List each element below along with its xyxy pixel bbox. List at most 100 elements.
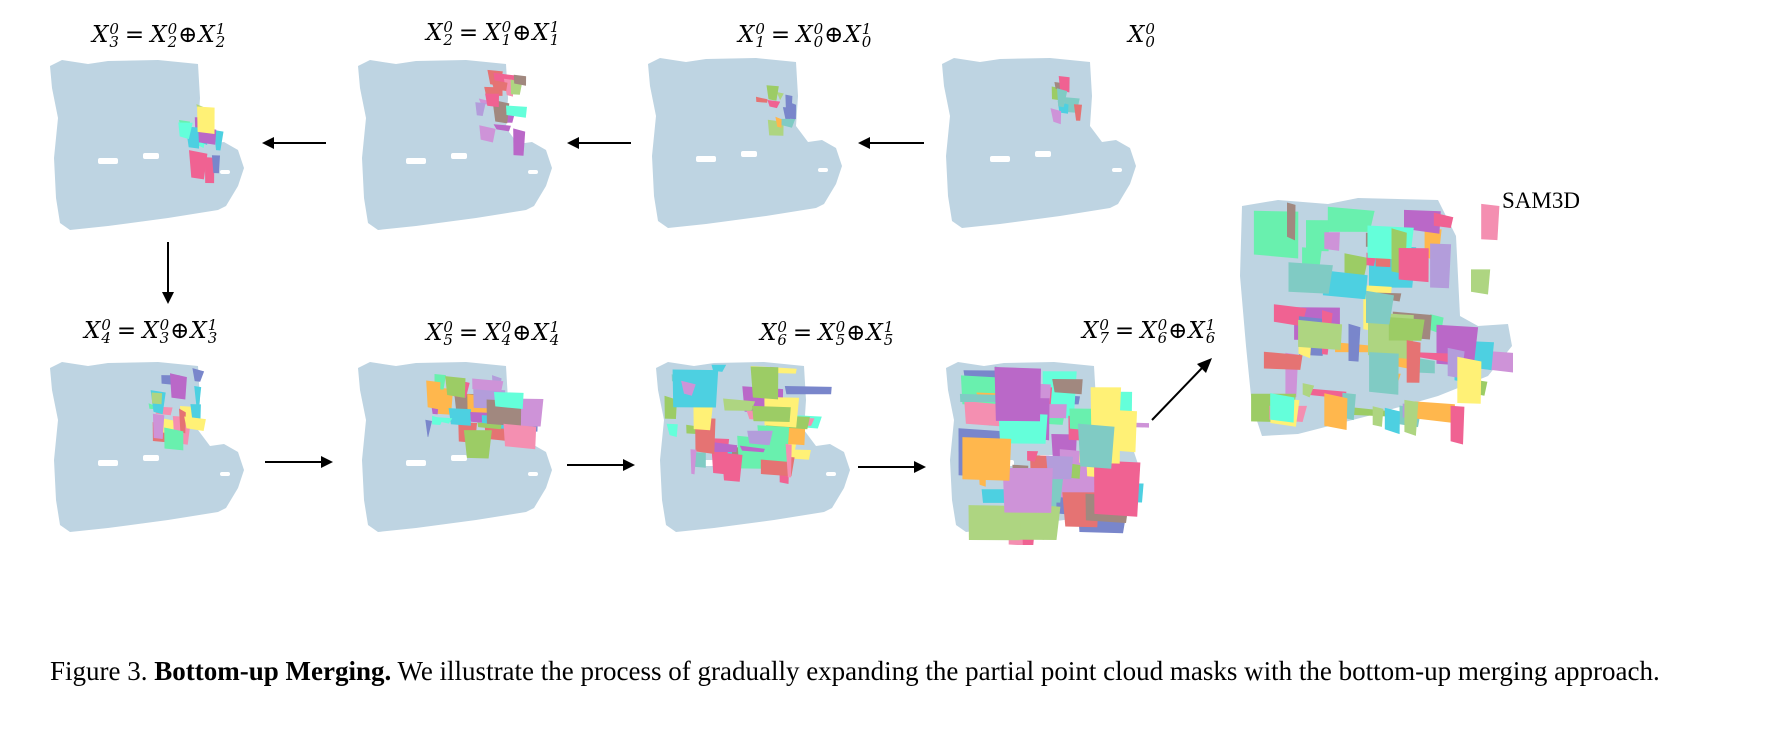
mask-segment — [1430, 243, 1452, 289]
mask-segment — [1384, 407, 1400, 435]
mask-segment — [1344, 253, 1369, 276]
mask-segment — [1471, 269, 1491, 295]
cloud-hole — [220, 170, 230, 174]
equation-p3: X 0 3 = X 0 2 ⊕X 1 2 — [92, 20, 225, 51]
base-cloud — [648, 58, 842, 228]
oplus-sign: ⊕ — [1168, 318, 1188, 344]
mask-segment — [477, 422, 502, 430]
equation-p2: X 0 2 = X 0 1 ⊕X 1 1 — [426, 18, 559, 49]
cloud-hole — [818, 168, 828, 172]
scan-p5 — [358, 362, 552, 532]
scan-p2 — [358, 60, 552, 230]
mask-segment — [1348, 323, 1361, 362]
cloud-hole — [406, 460, 426, 466]
scan-sam3d — [1240, 198, 1513, 445]
mask-segment — [493, 124, 511, 132]
oplus-sign: ⊕ — [170, 318, 190, 344]
cloud-hole — [528, 170, 538, 174]
mask-segment — [708, 441, 738, 452]
cloud-hole — [1112, 168, 1122, 172]
caption-title: Bottom-up Merging. — [154, 656, 392, 686]
mask-segment — [964, 401, 1005, 427]
mask-segment — [723, 398, 756, 411]
equation-p4: X 0 4 = X 0 3 ⊕X 1 3 — [84, 316, 217, 347]
mask-segment — [1450, 405, 1465, 445]
mask-segment — [1050, 108, 1062, 125]
mask-segment — [752, 405, 791, 422]
equals-sign: = — [124, 22, 145, 48]
mask-segment — [1388, 317, 1425, 341]
mask-segment — [785, 443, 792, 478]
mask-segment — [194, 386, 202, 411]
equals-sign: = — [116, 318, 137, 344]
mask-segment — [189, 150, 208, 180]
mask-segment — [184, 416, 206, 431]
scan-p4 — [50, 362, 244, 532]
mask-segment — [721, 452, 743, 482]
mask-segment — [766, 85, 779, 101]
mask-segment — [1327, 206, 1375, 232]
mask-segment — [1058, 76, 1070, 93]
mask-segment — [506, 105, 527, 118]
cloud-hole — [143, 455, 159, 461]
mask-segment — [1406, 340, 1421, 383]
mask-segment — [1369, 352, 1399, 395]
mask-segment — [1046, 455, 1073, 480]
scan-p3 — [50, 60, 244, 230]
mask-segment — [1372, 406, 1384, 427]
mask-segment — [472, 378, 504, 392]
mask-segment — [178, 122, 193, 140]
mask-segment — [693, 452, 706, 468]
oplus-sign: ⊕ — [512, 20, 532, 46]
mask-segment — [1404, 399, 1419, 436]
mask-segment — [756, 96, 768, 103]
mask-segment — [1073, 104, 1082, 121]
mask-segment — [994, 367, 1041, 422]
mask-segment — [1057, 88, 1068, 108]
arrow-left-3 — [858, 137, 924, 149]
mask-segment — [1287, 202, 1296, 241]
mask-segment — [747, 430, 773, 446]
mask-segment — [788, 101, 796, 120]
sam3d-label: SAM3D — [1502, 188, 1580, 213]
caption-prefix: Figure 3. — [50, 656, 148, 686]
mask-segment — [1002, 468, 1053, 513]
base-cloud — [50, 60, 244, 230]
mask-segment — [968, 505, 1021, 541]
oplus-sign: ⊕ — [824, 22, 844, 48]
mask-segment — [479, 125, 496, 143]
mask-segment — [1077, 423, 1115, 469]
mask-segment — [426, 380, 441, 410]
mask-segment — [1416, 357, 1435, 374]
mask-segment — [1298, 319, 1343, 350]
mask-segment — [152, 413, 165, 439]
figure: X 0 3 = X 0 2 ⊕X 1 2 X 0 2 = X 0 1 ⊕X 1 1 X 0 1 = X 0 0 ⊕X 1 0 X 0 0 X 0 4 =… — [50, 18, 1580, 545]
equation-p7: X 0 7 = X 0 6 ⊕X 1 6 — [1082, 316, 1216, 347]
arrow-right-2 — [567, 459, 635, 471]
mask-segment — [463, 430, 492, 459]
mask-segment — [739, 445, 765, 453]
mask-segment — [503, 423, 537, 450]
mask-segment — [784, 386, 832, 395]
mask-segment — [1324, 393, 1348, 430]
mask-segment — [448, 408, 471, 426]
base-cloud — [942, 58, 1136, 228]
oplus-sign: ⊕ — [178, 22, 198, 48]
mask-segment — [204, 157, 215, 184]
mask-segment — [1348, 407, 1396, 417]
mask-segment — [179, 408, 186, 434]
mask-segment — [513, 74, 527, 86]
mask-segment — [1322, 270, 1368, 300]
